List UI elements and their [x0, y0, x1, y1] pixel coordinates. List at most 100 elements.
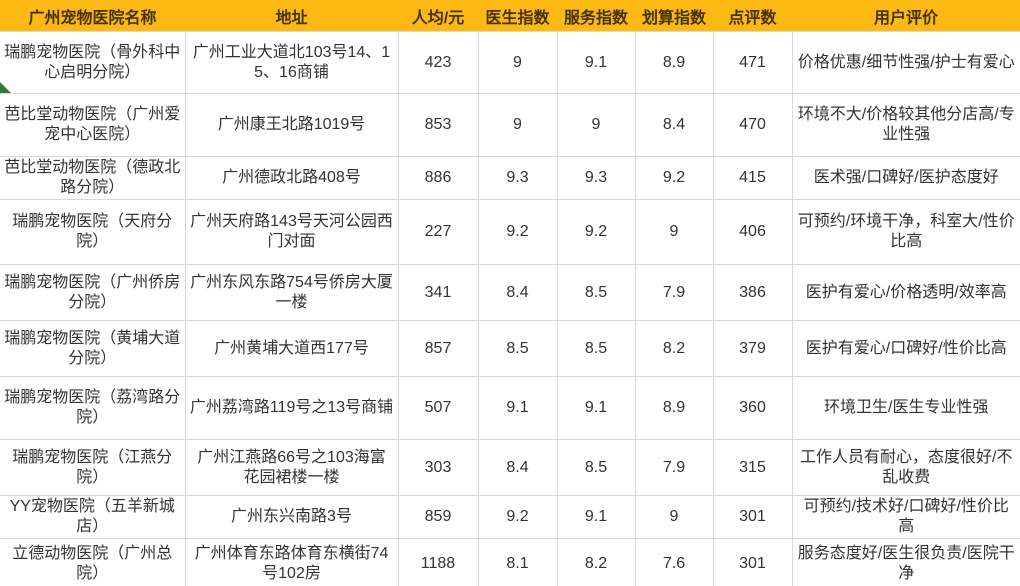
service-index-cell: 8.5: [556, 264, 636, 321]
user-review-cell: 服务态度好/医生很负责/医院干净: [791, 538, 1020, 586]
column-header-address: 地址: [185, 0, 398, 32]
doctor-index-cell: 9.1: [477, 376, 558, 440]
user-review-cell: 可预约/技术好/口碑好/性价比高: [791, 495, 1020, 539]
review-count-cell: 301: [712, 538, 793, 586]
user-review-cell: 环境卫生/医生专业性强: [791, 376, 1020, 440]
table-row: 瑞鹏宠物医院（荔湾路分院） 广州荔湾路119号之13号商铺 507 9.1 9.1 8.9…: [0, 376, 1020, 440]
review-count-cell: 379: [712, 320, 793, 377]
review-count-cell: 470: [712, 93, 793, 157]
cell-error-marker-icon: [0, 82, 11, 93]
address-cell: 广州工业大道北103号14、15、16商铺: [184, 31, 399, 94]
hospital-name-cell: 瑞鹏宠物医院（江燕分院）: [0, 439, 186, 496]
address-cell: 广州江燕路66号之103海富花园裙楼一楼: [184, 439, 399, 496]
price-cell: 423: [397, 31, 479, 94]
column-header-review-count: 点评数: [713, 0, 792, 32]
user-review-cell: 医护有爱心/价格透明/效率高: [791, 264, 1020, 321]
table-row: 瑞鹏宠物医院（骨外科中心启明分院） 广州工业大道北103号14、15、16商铺 42…: [0, 31, 1020, 94]
hospital-name-cell: 瑞鹏宠物医院（黄埔大道分院）: [0, 320, 186, 377]
doctor-index-cell: 9: [477, 31, 558, 94]
price-cell: 859: [397, 495, 479, 539]
doctor-index-cell: 8.5: [477, 320, 558, 377]
review-count-cell: 315: [712, 439, 793, 496]
table-row: 芭比堂动物医院（德政北路分院） 广州德政北路408号 886 9.3 9.3 9.2 415…: [0, 156, 1020, 200]
table-row: 瑞鹏宠物医院（天府分院） 广州天府路143号天河公园西门对面 227 9.2 9.2 9 4…: [0, 199, 1020, 265]
service-index-cell: 9.1: [556, 495, 636, 539]
user-review-cell: 环境不大/价格较其他分店高/专业性强: [791, 93, 1020, 157]
review-count-cell: 386: [712, 264, 793, 321]
value-index-cell: 8.9: [634, 376, 714, 440]
hospital-name-cell: 瑞鹏宠物医院（广州侨房分院）: [0, 264, 186, 321]
address-cell: 广州康王北路1019号: [184, 93, 399, 157]
address-cell: 广州黄埔大道西177号: [184, 320, 399, 377]
doctor-index-cell: 9.3: [477, 156, 558, 200]
header-row: 广州宠物医院名称 地址 人均/元 医生指数 服务指数 划算指数 点评数 用户评价: [0, 0, 1020, 32]
service-index-cell: 9.3: [556, 156, 636, 200]
user-review-cell: 医护有爱心/口碑好/性价比高: [791, 320, 1020, 377]
table-row: 瑞鹏宠物医院（黄埔大道分院） 广州黄埔大道西177号 857 8.5 8.5 8.2 379…: [0, 320, 1020, 377]
address-cell: 广州荔湾路119号之13号商铺: [184, 376, 399, 440]
doctor-index-cell: 8.1: [477, 538, 558, 586]
doctor-index-cell: 9.2: [477, 495, 558, 539]
review-count-cell: 415: [712, 156, 793, 200]
user-review-cell: 工作人员有耐心，态度很好/不乱收费: [791, 439, 1020, 496]
value-index-cell: 9: [634, 199, 714, 265]
price-cell: 303: [397, 439, 479, 496]
price-cell: 1188: [397, 538, 479, 586]
value-index-cell: 9.2: [634, 156, 714, 200]
column-header-value-index: 划算指数: [635, 0, 713, 32]
value-index-cell: 8.4: [634, 93, 714, 157]
price-cell: 507: [397, 376, 479, 440]
service-index-cell: 9.1: [556, 31, 636, 94]
user-review-cell: 医术强/口碑好/医护态度好: [791, 156, 1020, 200]
user-review-cell: 可预约/环境干净，科室大/性价比高: [791, 199, 1020, 265]
value-index-cell: 8.2: [634, 320, 714, 377]
review-count-cell: 360: [712, 376, 793, 440]
address-cell: 广州体育东路体育东横街74号102房: [184, 538, 399, 586]
table-row: 立德动物医院（广州总院） 广州体育东路体育东横街74号102房 1188 8.1 8.2…: [0, 538, 1020, 586]
service-index-cell: 8.5: [556, 320, 636, 377]
doctor-index-cell: 9: [477, 93, 558, 157]
column-header-doctor-index: 医生指数: [478, 0, 557, 32]
value-index-cell: 7.9: [634, 264, 714, 321]
hospital-name-cell: YY宠物医院（五羊新城店）: [0, 495, 186, 539]
table-row: 瑞鹏宠物医院（江燕分院） 广州江燕路66号之103海富花园裙楼一楼 303 8.4 8.…: [0, 439, 1020, 496]
table-body: 瑞鹏宠物医院（骨外科中心启明分院） 广州工业大道北103号14、15、16商铺 42…: [0, 31, 1020, 586]
price-cell: 886: [397, 156, 479, 200]
price-cell: 341: [397, 264, 479, 321]
value-index-cell: 9: [634, 495, 714, 539]
user-review-cell: 价格优惠/细节性强/护士有爱心: [791, 31, 1020, 94]
column-header-hospital-name: 广州宠物医院名称: [0, 0, 185, 32]
value-index-cell: 7.6: [634, 538, 714, 586]
address-cell: 广州东风东路754号侨房大厦一楼: [184, 264, 399, 321]
doctor-index-cell: 9.2: [477, 199, 558, 265]
value-index-cell: 7.9: [634, 439, 714, 496]
column-header-service-index: 服务指数: [557, 0, 635, 32]
review-count-cell: 471: [712, 31, 793, 94]
review-count-cell: 301: [712, 495, 793, 539]
hospital-name-cell: 瑞鹏宠物医院（天府分院）: [0, 199, 186, 265]
table-row: 瑞鹏宠物医院（广州侨房分院） 广州东风东路754号侨房大厦一楼 341 8.4 8.5 7…: [0, 264, 1020, 321]
hospital-name-cell: 芭比堂动物医院（广州爱宠中心医院）: [0, 93, 186, 157]
service-index-cell: 8.2: [556, 538, 636, 586]
address-cell: 广州东兴南路3号: [184, 495, 399, 539]
price-cell: 853: [397, 93, 479, 157]
review-count-cell: 406: [712, 199, 793, 265]
column-header-user-review: 用户评价: [792, 0, 1020, 32]
value-index-cell: 8.9: [634, 31, 714, 94]
service-index-cell: 8.5: [556, 439, 636, 496]
service-index-cell: 9: [556, 93, 636, 157]
column-header-price-per-person: 人均/元: [398, 0, 478, 32]
hospital-name-cell: 瑞鹏宠物医院（荔湾路分院）: [0, 376, 186, 440]
price-cell: 857: [397, 320, 479, 377]
hospital-name-cell: 芭比堂动物医院（德政北路分院）: [0, 156, 186, 200]
doctor-index-cell: 8.4: [477, 439, 558, 496]
table-row: 芭比堂动物医院（广州爱宠中心医院） 广州康王北路1019号 853 9 9 8.4 470 环…: [0, 93, 1020, 157]
hospital-name-cell: 瑞鹏宠物医院（骨外科中心启明分院）: [0, 31, 186, 94]
address-cell: 广州德政北路408号: [184, 156, 399, 200]
table-row: YY宠物医院（五羊新城店） 广州东兴南路3号 859 9.2 9.1 9 301 可预约/技术…: [0, 495, 1020, 539]
price-cell: 227: [397, 199, 479, 265]
service-index-cell: 9.1: [556, 376, 636, 440]
doctor-index-cell: 8.4: [477, 264, 558, 321]
